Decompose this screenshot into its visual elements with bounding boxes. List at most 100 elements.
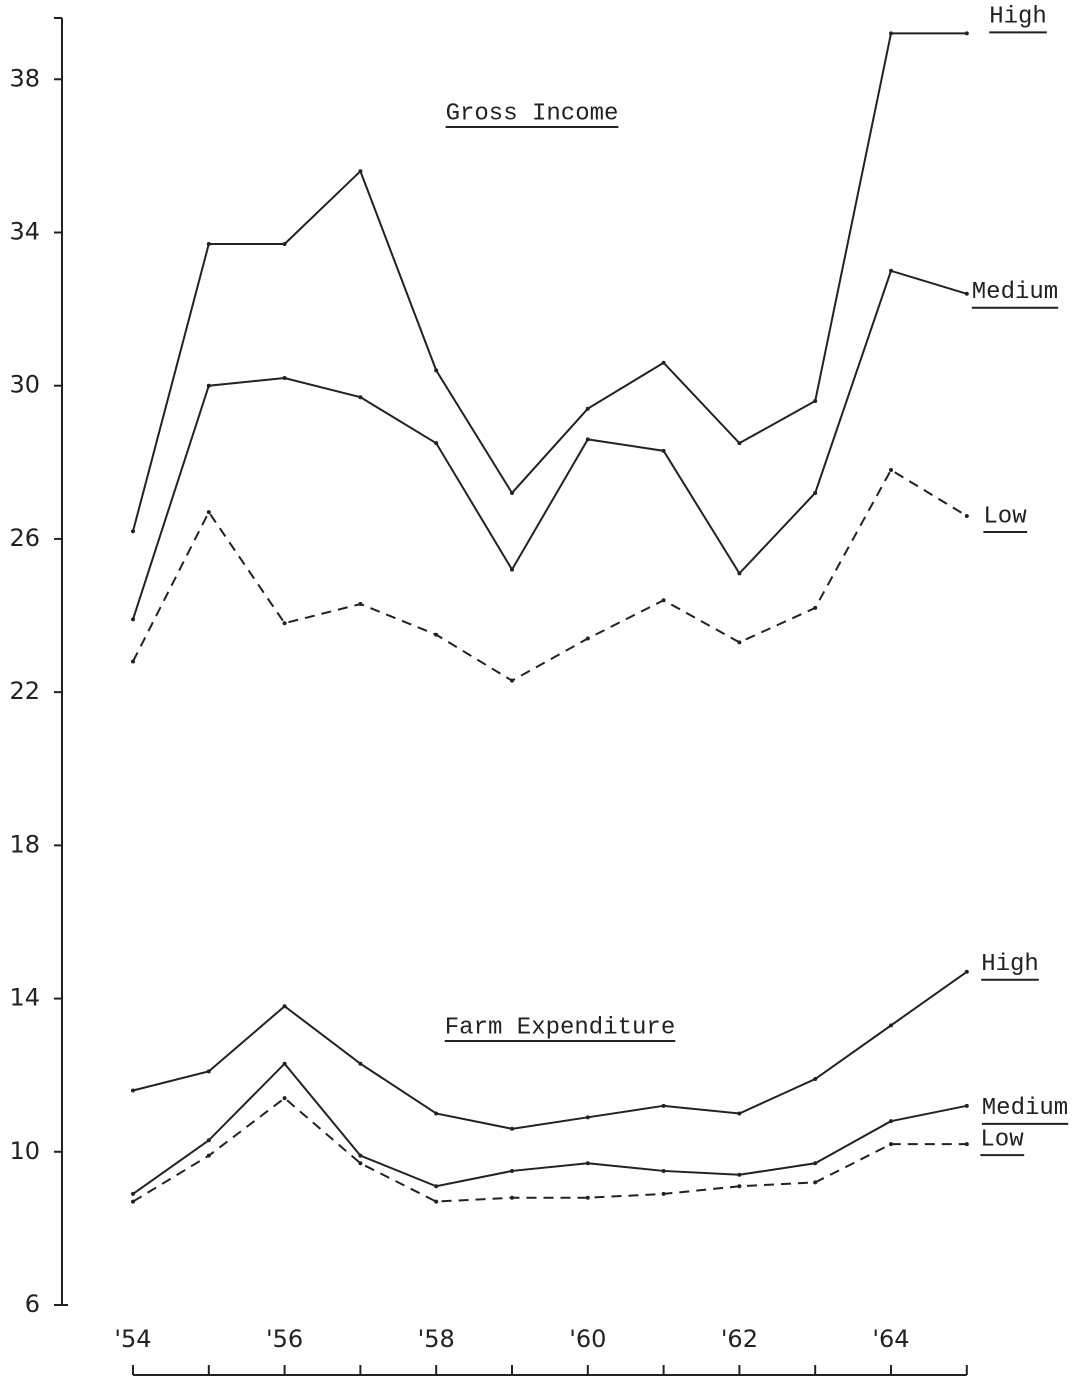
data-point xyxy=(282,621,287,626)
data-point xyxy=(889,467,893,472)
data-point xyxy=(661,1191,666,1196)
data-point xyxy=(813,1077,818,1082)
data-point xyxy=(358,1153,363,1158)
y-tick-label: 6 xyxy=(25,1290,40,1318)
data-point xyxy=(813,1180,818,1185)
series-label: Low xyxy=(983,503,1027,530)
data-point xyxy=(661,360,666,365)
data-point xyxy=(510,567,514,572)
data-point xyxy=(434,1199,439,1204)
series-label: High xyxy=(989,4,1047,31)
data-point xyxy=(813,1161,818,1166)
data-point xyxy=(131,1191,135,1196)
data-point xyxy=(889,268,893,273)
data-point xyxy=(510,490,514,495)
data-point xyxy=(510,1195,514,1200)
x-tick-label: '60 xyxy=(569,1325,606,1353)
data-point xyxy=(964,31,969,36)
group-title: Farm Expenditure xyxy=(445,1014,675,1041)
x-tick-label: '64 xyxy=(872,1325,909,1353)
data-point xyxy=(964,1103,969,1108)
data-point xyxy=(434,1184,439,1189)
data-line xyxy=(132,1096,967,1203)
y-tick-label: 10 xyxy=(9,1137,40,1165)
data-point xyxy=(964,1142,969,1147)
y-tick-label: 26 xyxy=(9,524,40,552)
data-point xyxy=(737,640,742,645)
data-point xyxy=(585,406,590,411)
data-point xyxy=(813,490,818,495)
data-point xyxy=(206,241,211,246)
data-point xyxy=(585,1161,590,1166)
data-point xyxy=(358,602,363,607)
data-point xyxy=(737,441,742,446)
data-point xyxy=(358,1061,363,1066)
x-tick-label: '54 xyxy=(114,1325,151,1353)
data-line xyxy=(132,32,967,532)
data-point xyxy=(131,659,135,664)
data-point xyxy=(510,678,514,683)
data-point xyxy=(889,1119,893,1124)
data-point xyxy=(282,1096,287,1101)
data-point xyxy=(510,1168,514,1173)
data-point xyxy=(131,1088,135,1093)
data-point xyxy=(661,598,666,603)
data-point xyxy=(434,632,439,637)
data-point xyxy=(282,241,287,246)
data-point xyxy=(964,513,969,518)
data-point xyxy=(131,529,135,534)
y-tick-label: 22 xyxy=(9,677,40,705)
data-point xyxy=(206,510,211,515)
data-point xyxy=(737,1111,742,1116)
x-tick-label: '56 xyxy=(266,1325,303,1353)
data-point xyxy=(737,1184,742,1189)
x-tick-label: '62 xyxy=(721,1325,758,1353)
data-point xyxy=(889,31,893,36)
data-point xyxy=(813,399,818,404)
data-point xyxy=(434,368,439,373)
data-line xyxy=(132,1062,967,1195)
data-point xyxy=(358,1161,363,1166)
y-tick-label: 34 xyxy=(9,218,40,246)
y-tick-label: 14 xyxy=(9,984,40,1012)
data-line xyxy=(132,970,968,1130)
data-point xyxy=(434,441,439,446)
data-point xyxy=(282,376,287,381)
y-tick-label: 18 xyxy=(9,830,40,858)
data-point xyxy=(206,1153,211,1158)
data-point xyxy=(813,605,818,610)
series-label: Medium xyxy=(982,1095,1068,1122)
series-label: Low xyxy=(980,1126,1024,1153)
x-tick-label: '58 xyxy=(418,1325,455,1353)
group-title: Gross Income xyxy=(446,100,619,127)
y-tick-label: 38 xyxy=(9,64,40,92)
data-point xyxy=(206,1138,211,1143)
data-point xyxy=(737,571,742,576)
y-tick-label: 30 xyxy=(9,371,40,399)
data-point xyxy=(585,636,590,641)
data-line xyxy=(132,269,968,620)
data-point xyxy=(585,437,590,442)
data-point xyxy=(358,169,363,174)
data-point xyxy=(282,1061,287,1066)
series-label: High xyxy=(981,951,1039,978)
data-point xyxy=(131,617,135,622)
data-point xyxy=(661,448,666,453)
data-point xyxy=(206,383,211,388)
data-point xyxy=(964,969,969,974)
data-point xyxy=(661,1103,666,1108)
data-point xyxy=(358,395,363,400)
data-line xyxy=(132,468,968,682)
data-point xyxy=(661,1168,666,1173)
data-point xyxy=(964,291,969,296)
data-point xyxy=(206,1069,211,1074)
data-point xyxy=(889,1023,893,1028)
data-point xyxy=(282,1004,287,1009)
data-point xyxy=(131,1199,135,1204)
data-point xyxy=(737,1172,742,1177)
data-point xyxy=(585,1115,590,1120)
data-point xyxy=(889,1142,893,1147)
data-point xyxy=(585,1195,590,1200)
series-label: Medium xyxy=(972,279,1058,306)
